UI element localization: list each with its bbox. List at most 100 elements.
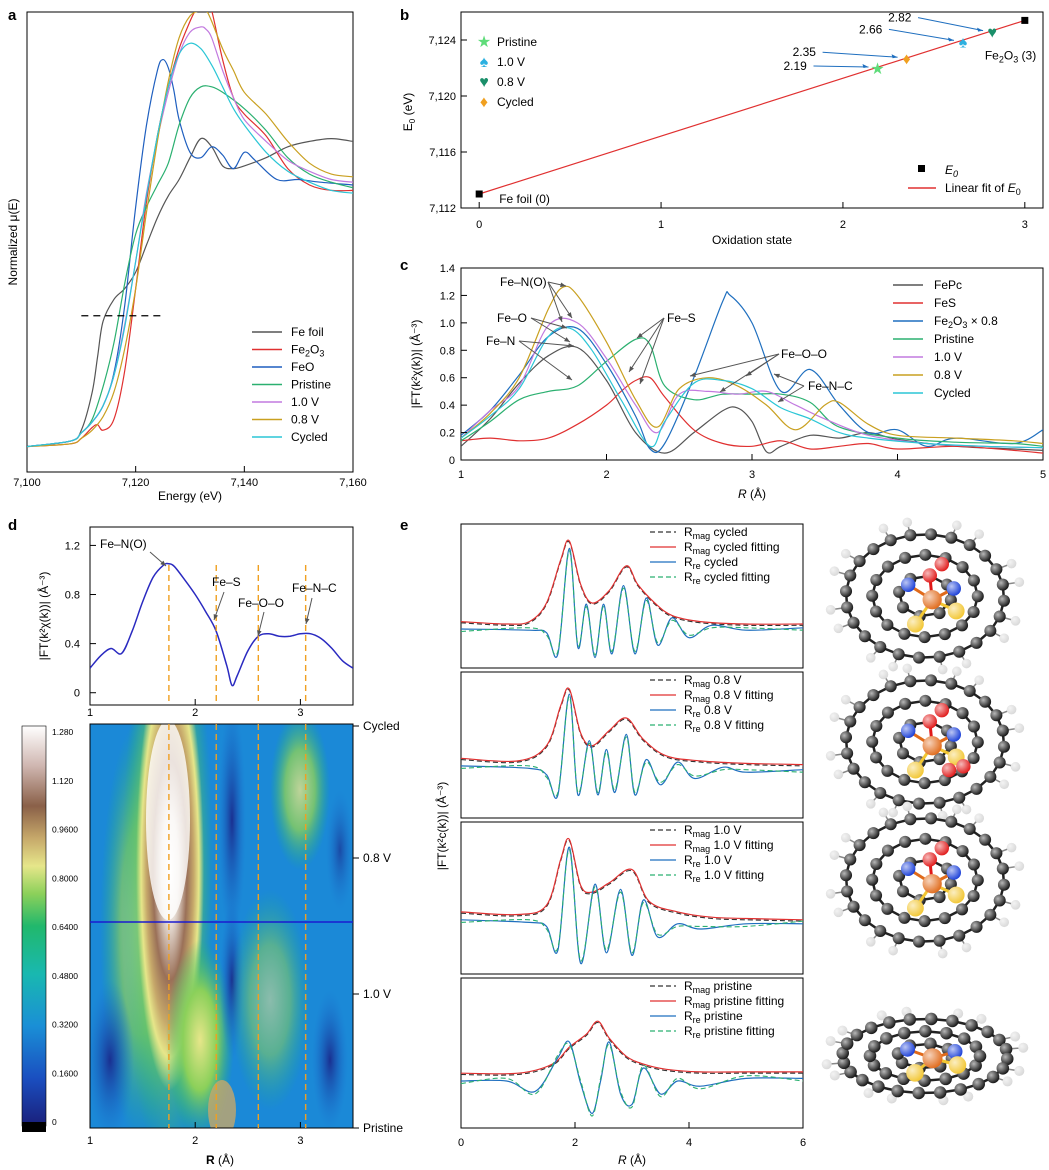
- colorbar: [21, 725, 47, 1127]
- panel-d-heatmap: 1 2 3 Cycled 0.8 V 1.0 V Pristine R (Å) 1.280…: [21, 719, 403, 1167]
- panel-d-xtick: 1: [87, 707, 93, 719]
- panel-b-reference-label: Fe foil (0): [499, 192, 550, 206]
- panel-e-xtick: 4: [686, 1137, 692, 1149]
- panel-e-legend-item: Rre 0.8 V fitting: [684, 718, 764, 734]
- panel-c-legend: FePc FeS Fe2O3 × 0.8 Pristine 1.0 V 0.8 V Cycl…: [893, 278, 998, 400]
- panel-e-legend-item: Rmag 1.0 V fitting: [684, 838, 774, 854]
- panel-c-xtick: 1: [458, 469, 464, 481]
- panel-e-xtick: 2: [572, 1137, 578, 1149]
- panel-c-annotations: Fe–N(O) Fe–O Fe–N Fe–S Fe–O–O Fe–N–C: [486, 275, 853, 403]
- panel-c-xtick: 5: [1040, 469, 1046, 481]
- panel-label-e: e: [400, 517, 408, 534]
- panel-a-series-cycled: [27, 42, 353, 448]
- panel-b-legend-pristine: Pristine: [497, 35, 537, 49]
- panel-b-xtick: 3: [1022, 219, 1028, 231]
- panel-e-legend-item: Rmag pristine: [684, 979, 753, 995]
- panel-e-re-fit: [460, 1042, 804, 1117]
- panel-d-xlabel: R (Å): [206, 1152, 234, 1167]
- molecule-structure: [821, 1006, 1029, 1106]
- panel-label-a: a: [8, 7, 17, 24]
- colorbar-ticks: 1.280 1.120 0.9600 0.8000 0.6400 0.4800 0.3200…: [52, 727, 78, 1127]
- panel-c-series-fes: [461, 376, 1043, 454]
- panel-b-xtick: 2: [840, 219, 846, 231]
- annot-d-fe-s: Fe–S: [212, 575, 241, 589]
- panel-c-series-1-0-v: [461, 317, 1043, 449]
- annot-fe-n-o: Fe–N(O): [500, 275, 547, 289]
- panel-d-heatmap-xtick: 1: [87, 1135, 93, 1147]
- colorbar-tick: 0.9600: [52, 825, 78, 835]
- panel-d-annotations: Fe–N(O) Fe–S Fe–O–O Fe–N–C: [100, 537, 337, 637]
- panel-b-legend-e0: E0: [945, 163, 958, 179]
- heatmap-row-labels: Cycled 0.8 V 1.0 V Pristine: [353, 719, 403, 1135]
- panel-e-legend-item: Rmag pristine fitting: [684, 994, 784, 1010]
- molecular-structures: [821, 517, 1029, 1106]
- panel-b-marker-cycled: ♦: [903, 51, 911, 68]
- colorbar-tick: 0.6400: [52, 922, 78, 932]
- panel-b-value-label: 2.19: [783, 59, 807, 73]
- panel-b-value-label: 2.66: [859, 22, 883, 36]
- panel-b-ylabel: E0 (eV): [401, 93, 417, 131]
- panel-a-legend-0-8-v: 0.8 V: [291, 413, 319, 427]
- panel-b-reference-point: [475, 190, 483, 198]
- panel-a-xlabel: Energy (eV): [158, 489, 222, 503]
- panel-e-legend-item: Rmag cycled: [684, 525, 748, 541]
- heatmap-row-pristine: Pristine: [363, 1121, 403, 1135]
- panel-e-legend-item: Rre 1.0 V fitting: [684, 868, 764, 884]
- annot-fe-s: Fe–S: [667, 311, 696, 325]
- panel-c-legend-cycled: Cycled: [934, 386, 971, 400]
- annot-fe-n: Fe–N: [486, 334, 515, 348]
- panel-a-xtick: 7,140: [231, 477, 259, 489]
- panel-d-ytick: 0.4: [65, 639, 80, 651]
- panel-c-series-0-8-v: [461, 285, 1043, 445]
- panel-d-heatmap-xtick: 3: [297, 1135, 303, 1147]
- panel-c-legend-0-8-v: 0.8 V: [934, 368, 962, 382]
- svg-text:♥: ♥: [479, 74, 489, 91]
- panel-e-re-data: [460, 846, 804, 965]
- panel-c-ytick: 1.4: [440, 263, 455, 275]
- svg-text:★: ★: [477, 34, 491, 51]
- panel-e-legend-item: Rmag cycled fitting: [684, 540, 780, 556]
- colorbar-tick: 0: [52, 1117, 57, 1127]
- panel-b-legend-cycled: Cycled: [497, 95, 534, 109]
- panel-a-series-pristine: [27, 85, 353, 448]
- panel-c-legend-fepc: FePc: [934, 278, 962, 292]
- panel-b-xlabel: Oxidation state: [712, 233, 792, 247]
- panel-c-ytick: 1.2: [440, 290, 455, 302]
- heatmap-row-1-0-v: 1.0 V: [363, 987, 391, 1001]
- panel-d-xtick: 2: [192, 707, 198, 719]
- panel-a-series-fe2o3: [27, 12, 353, 448]
- panel-c-ytick: 0.6: [440, 373, 455, 385]
- panel-a-legend-1-0-v: 1.0 V: [291, 395, 319, 409]
- panel-e-mag-fit: [460, 837, 804, 921]
- svg-text:♦: ♦: [480, 94, 488, 111]
- panel-b-reference-label: Fe2O3 (3): [985, 48, 1036, 64]
- panel-e-legend-item: Rmag 1.0 V: [684, 823, 742, 839]
- panel-a-legend-pristine: Pristine: [291, 378, 331, 392]
- colorbar-tick: 0.1600: [52, 1068, 78, 1078]
- molecule-structure: [825, 517, 1025, 675]
- annot-d-fe-o-o: Fe–O–O: [238, 596, 284, 610]
- panel-a-xtick: 7,120: [122, 477, 150, 489]
- panel-c-series-cycled: [461, 326, 1043, 449]
- annot-d-fe-n-c: Fe–N–C: [292, 581, 337, 595]
- annot-fe-o: Fe–O: [497, 311, 527, 325]
- panel-b-marker-0-8-v: ♥: [987, 25, 997, 42]
- panel-c-ytick: 0: [449, 455, 455, 467]
- panel-a-chart: 7,100 7,120 7,140 7,160 Energy (eV) Normali…: [6, 11, 367, 503]
- molecule-structure: [825, 801, 1025, 959]
- panel-d-series: [90, 562, 353, 687]
- panel-c-legend-pristine: Pristine: [934, 332, 974, 346]
- panel-e-legend-item: Rmag 0.8 V: [684, 673, 742, 689]
- panel-e-legend-item: Rre 0.8 V: [684, 703, 732, 719]
- panel-e-xtick: 6: [800, 1137, 806, 1149]
- panel-c-legend-fe2o3-0-8: Fe2O3 × 0.8: [934, 314, 998, 330]
- panel-e-legend-item: Rre pristine fitting: [684, 1024, 775, 1040]
- panel-e-legend-item: Rre cycled: [684, 555, 738, 571]
- panel-b-ytick: 7,116: [429, 147, 456, 159]
- panel-a-legend-cycled: Cycled: [291, 430, 328, 444]
